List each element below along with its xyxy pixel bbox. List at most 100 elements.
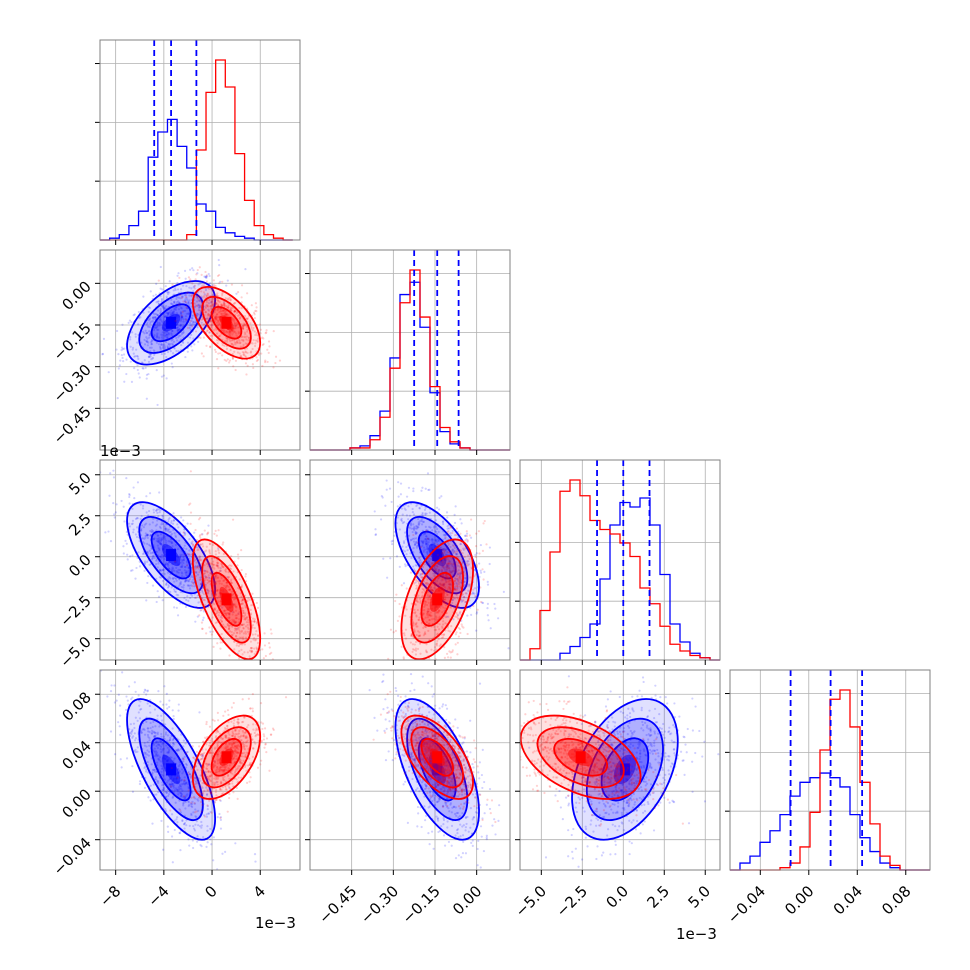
red-sample-point <box>405 587 408 590</box>
red-sample-point <box>419 663 421 665</box>
blue-sample-point <box>155 334 159 337</box>
blue-sample-point <box>158 322 161 325</box>
red-sample-point <box>216 319 219 322</box>
blue-sample-point <box>192 337 195 340</box>
red-sample-point <box>241 324 245 327</box>
blue-sample-point <box>185 571 189 574</box>
blue-sample-point <box>138 376 141 379</box>
blue-sample-point <box>204 575 207 578</box>
red-sample-point <box>213 283 216 287</box>
red-sample-point <box>221 616 224 620</box>
red-sample-point <box>218 311 221 314</box>
blue-sample-point <box>115 329 119 333</box>
blue-sample-point <box>169 590 172 594</box>
blue-sample-point <box>460 522 463 525</box>
blue-sample-point <box>188 326 191 330</box>
blue-sample-point <box>143 688 146 691</box>
blue-sample-point <box>160 320 163 323</box>
blue-sample-point <box>157 328 160 331</box>
blue-sample-point <box>162 306 165 309</box>
blue-sample-point <box>196 312 199 316</box>
blue-sample-point <box>185 570 188 573</box>
red-sample-point <box>269 689 271 691</box>
blue-sample-point <box>440 495 443 498</box>
red-sample-point <box>227 361 231 364</box>
blue-sample-point <box>167 342 170 345</box>
blue-sample-point <box>184 571 187 574</box>
blue-sample-point <box>158 569 161 572</box>
blue-sample-point <box>165 703 168 706</box>
red-sample-point <box>218 273 221 277</box>
red-sample-point <box>221 310 224 313</box>
red-sample-point <box>233 322 236 326</box>
red-sample-point <box>257 337 260 340</box>
blue-sample-point <box>204 289 208 292</box>
red-sample-point <box>216 565 219 568</box>
panel-frame <box>99 249 301 451</box>
red-sample-point <box>210 633 213 636</box>
blue-sample-point <box>145 373 149 376</box>
blue-sample-point <box>146 344 149 347</box>
red-sample-point <box>221 309 225 312</box>
red-sample-point <box>178 276 181 279</box>
blue-sample-point <box>184 580 187 583</box>
blue-sample-point <box>175 301 179 304</box>
blue-sample-point <box>191 314 194 317</box>
red-sample-point <box>191 325 194 328</box>
red-sample-point <box>250 650 254 653</box>
red-sample-point <box>243 616 246 619</box>
red-sample-point <box>229 309 233 312</box>
red-sample-point <box>272 366 275 369</box>
red-sample-point <box>215 316 218 319</box>
blue-sample-point <box>122 360 125 363</box>
red-sample-point <box>237 332 240 335</box>
blue-sample-point <box>181 295 184 298</box>
blue-sample-point <box>158 525 162 528</box>
red-sample-point <box>258 323 261 326</box>
blue-sample-point <box>144 532 147 535</box>
blue-sample-point <box>166 346 169 349</box>
blue-sample-point <box>199 609 202 612</box>
red-sample-point <box>214 316 217 320</box>
red-sample-point <box>219 323 222 326</box>
red-sample-point <box>200 352 203 355</box>
red-sample-point <box>224 339 227 342</box>
blue-sample-point <box>197 601 200 604</box>
blue-sample-point <box>160 538 163 542</box>
red-sample-point <box>190 294 193 297</box>
blue-sample-point <box>187 580 191 583</box>
blue-sample-point <box>131 331 134 334</box>
blue-sample-point <box>175 593 178 596</box>
blue-sample-point <box>197 309 200 312</box>
red-sample-point <box>249 351 252 354</box>
red-sample-point <box>233 350 236 353</box>
blue-sample-point <box>159 318 162 321</box>
blue-sample-point <box>166 313 170 316</box>
red-sample-point <box>224 312 228 315</box>
red-sample-point <box>234 324 237 327</box>
blue-sample-point <box>187 567 190 570</box>
blue-sample-point <box>160 299 164 302</box>
blue-sample-point <box>156 314 159 317</box>
red-sample-point <box>241 335 244 339</box>
blue-sample-point <box>107 530 110 533</box>
red-sample-point <box>192 544 195 547</box>
blue-sample-point <box>208 298 211 302</box>
blue-sample-point <box>190 345 193 348</box>
blue-sample-point <box>132 352 135 355</box>
red-sample-point <box>462 626 465 629</box>
blue-sample-point <box>132 531 135 534</box>
red-sample-point <box>227 304 230 307</box>
blue-sample-point <box>137 551 140 554</box>
blue-sample-point <box>486 602 490 605</box>
blue-sample-point <box>180 316 184 319</box>
red-sample-point <box>196 268 199 272</box>
red-sample-point <box>223 328 226 332</box>
blue-sample-point <box>175 579 178 582</box>
blue-sample-point <box>174 287 177 290</box>
red-sample-point <box>222 329 225 332</box>
blue-sample-point <box>145 397 148 400</box>
blue-sample-point <box>206 841 209 844</box>
blue-sample-point <box>186 522 189 525</box>
red-sample-point <box>426 537 429 540</box>
